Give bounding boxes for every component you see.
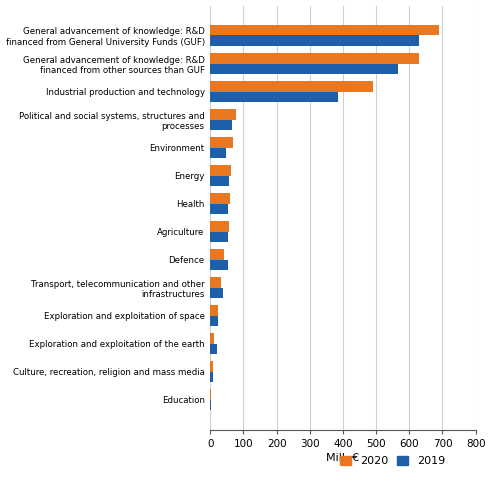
Bar xyxy=(210,53,419,63)
Bar xyxy=(210,176,229,186)
Legend: 2020, 2019: 2020, 2019 xyxy=(335,452,449,471)
X-axis label: Mill. €: Mill. € xyxy=(327,453,359,463)
Bar xyxy=(210,193,230,204)
Bar xyxy=(210,35,419,46)
Bar xyxy=(210,316,218,327)
Bar xyxy=(210,361,213,372)
Bar xyxy=(210,221,229,232)
Bar xyxy=(210,232,228,243)
Bar xyxy=(210,81,373,91)
Bar xyxy=(210,400,211,410)
Bar xyxy=(210,63,398,74)
Bar xyxy=(210,333,214,344)
Bar xyxy=(210,137,233,148)
Bar xyxy=(210,249,224,260)
Bar xyxy=(210,389,211,400)
Bar xyxy=(210,91,338,102)
Bar xyxy=(210,109,236,120)
Bar xyxy=(210,288,223,299)
Bar xyxy=(210,277,221,288)
Bar xyxy=(210,25,439,35)
Bar xyxy=(210,120,232,130)
Bar xyxy=(210,344,217,355)
Bar xyxy=(210,204,228,214)
Bar xyxy=(210,305,218,316)
Bar xyxy=(210,165,231,176)
Bar xyxy=(210,260,228,271)
Bar xyxy=(210,372,213,382)
Bar xyxy=(210,148,226,158)
